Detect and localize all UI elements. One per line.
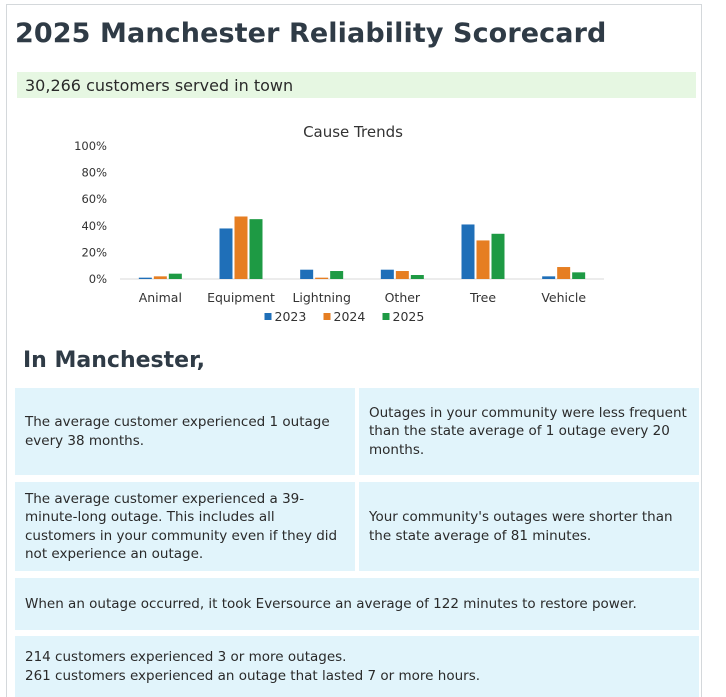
- legend-label-2024: 2024: [334, 309, 366, 324]
- chart-title: Cause Trends: [303, 123, 403, 141]
- frequency-compare-text: Outages in your community were less freq…: [369, 404, 687, 458]
- y-tick-label: 100%: [74, 139, 107, 153]
- frequency-compare-box: Outages in your community were less freq…: [359, 388, 699, 475]
- y-tick-label: 60%: [81, 192, 107, 206]
- restore-time-text: When an outage occurred, it took Eversou…: [25, 595, 637, 612]
- frequency-customer-text: The average customer experienced 1 outag…: [25, 414, 330, 449]
- duration-compare-text: Your community's outages were shorter th…: [369, 509, 673, 544]
- x-category-label: Vehicle: [541, 290, 586, 305]
- bar-2024-animal: [153, 276, 167, 279]
- bar-2025-animal: [168, 273, 182, 279]
- customers-served-banner: 30,266 customers served in town: [17, 72, 696, 98]
- customer-impact-box: 214 customers experienced 3 or more outa…: [15, 636, 699, 697]
- bar-2025-vehicle: [572, 272, 586, 279]
- cause-trends-chart: Cause Trends 0% 20% 40% 60% 80% 100% Animal Equi…: [74, 123, 604, 324]
- legend-swatch-2024: [323, 313, 331, 320]
- bar-2024-lightning: [315, 277, 329, 279]
- y-tick-label: 80%: [81, 166, 107, 180]
- bar-2023-other: [380, 269, 394, 279]
- legend-label-2023: 2023: [275, 309, 307, 324]
- legend-swatch-2023: [264, 313, 272, 320]
- section-heading: In Manchester,: [23, 348, 206, 373]
- bar-2024-equipment: [234, 216, 248, 279]
- x-category-label: Other: [385, 290, 421, 305]
- bar-2025-equipment: [249, 219, 263, 279]
- legend-label-2025: 2025: [393, 309, 425, 324]
- bar-2023-vehicle: [542, 276, 556, 279]
- long-outage-text: 261 customers experienced an outage that…: [25, 667, 481, 684]
- bar-2025-other: [410, 275, 424, 279]
- bar-2024-tree: [476, 240, 490, 279]
- frequency-customer-box: The average customer experienced 1 outag…: [15, 388, 355, 475]
- duration-customer-text: The average customer experienced a 39-mi…: [25, 490, 338, 563]
- duration-compare-box: Your community's outages were shorter th…: [359, 482, 699, 571]
- bar-2025-lightning: [330, 271, 344, 279]
- y-tick-label: 40%: [81, 219, 107, 233]
- bar-2023-animal: [138, 277, 152, 279]
- bar-2023-tree: [461, 224, 475, 279]
- x-category-label: Tree: [469, 290, 496, 305]
- bar-2024-other: [395, 271, 409, 279]
- bar-2023-lightning: [300, 269, 314, 279]
- y-tick-label: 20%: [81, 245, 107, 259]
- x-category-label: Equipment: [207, 290, 275, 305]
- legend-swatch-2025: [382, 313, 390, 320]
- multi-outage-text: 214 customers experienced 3 or more outa…: [25, 649, 347, 665]
- duration-customer-box: The average customer experienced a 39-mi…: [15, 482, 355, 571]
- x-category-label: Lightning: [292, 290, 350, 305]
- y-tick-label: 0%: [89, 272, 107, 286]
- page-title: 2025 Manchester Reliability Scorecard: [15, 18, 607, 49]
- bar-2023-equipment: [219, 228, 233, 279]
- x-category-label: Animal: [139, 290, 182, 305]
- restore-time-box: When an outage occurred, it took Eversou…: [15, 578, 699, 630]
- bar-2024-vehicle: [557, 267, 571, 279]
- bar-2025-tree: [491, 233, 505, 279]
